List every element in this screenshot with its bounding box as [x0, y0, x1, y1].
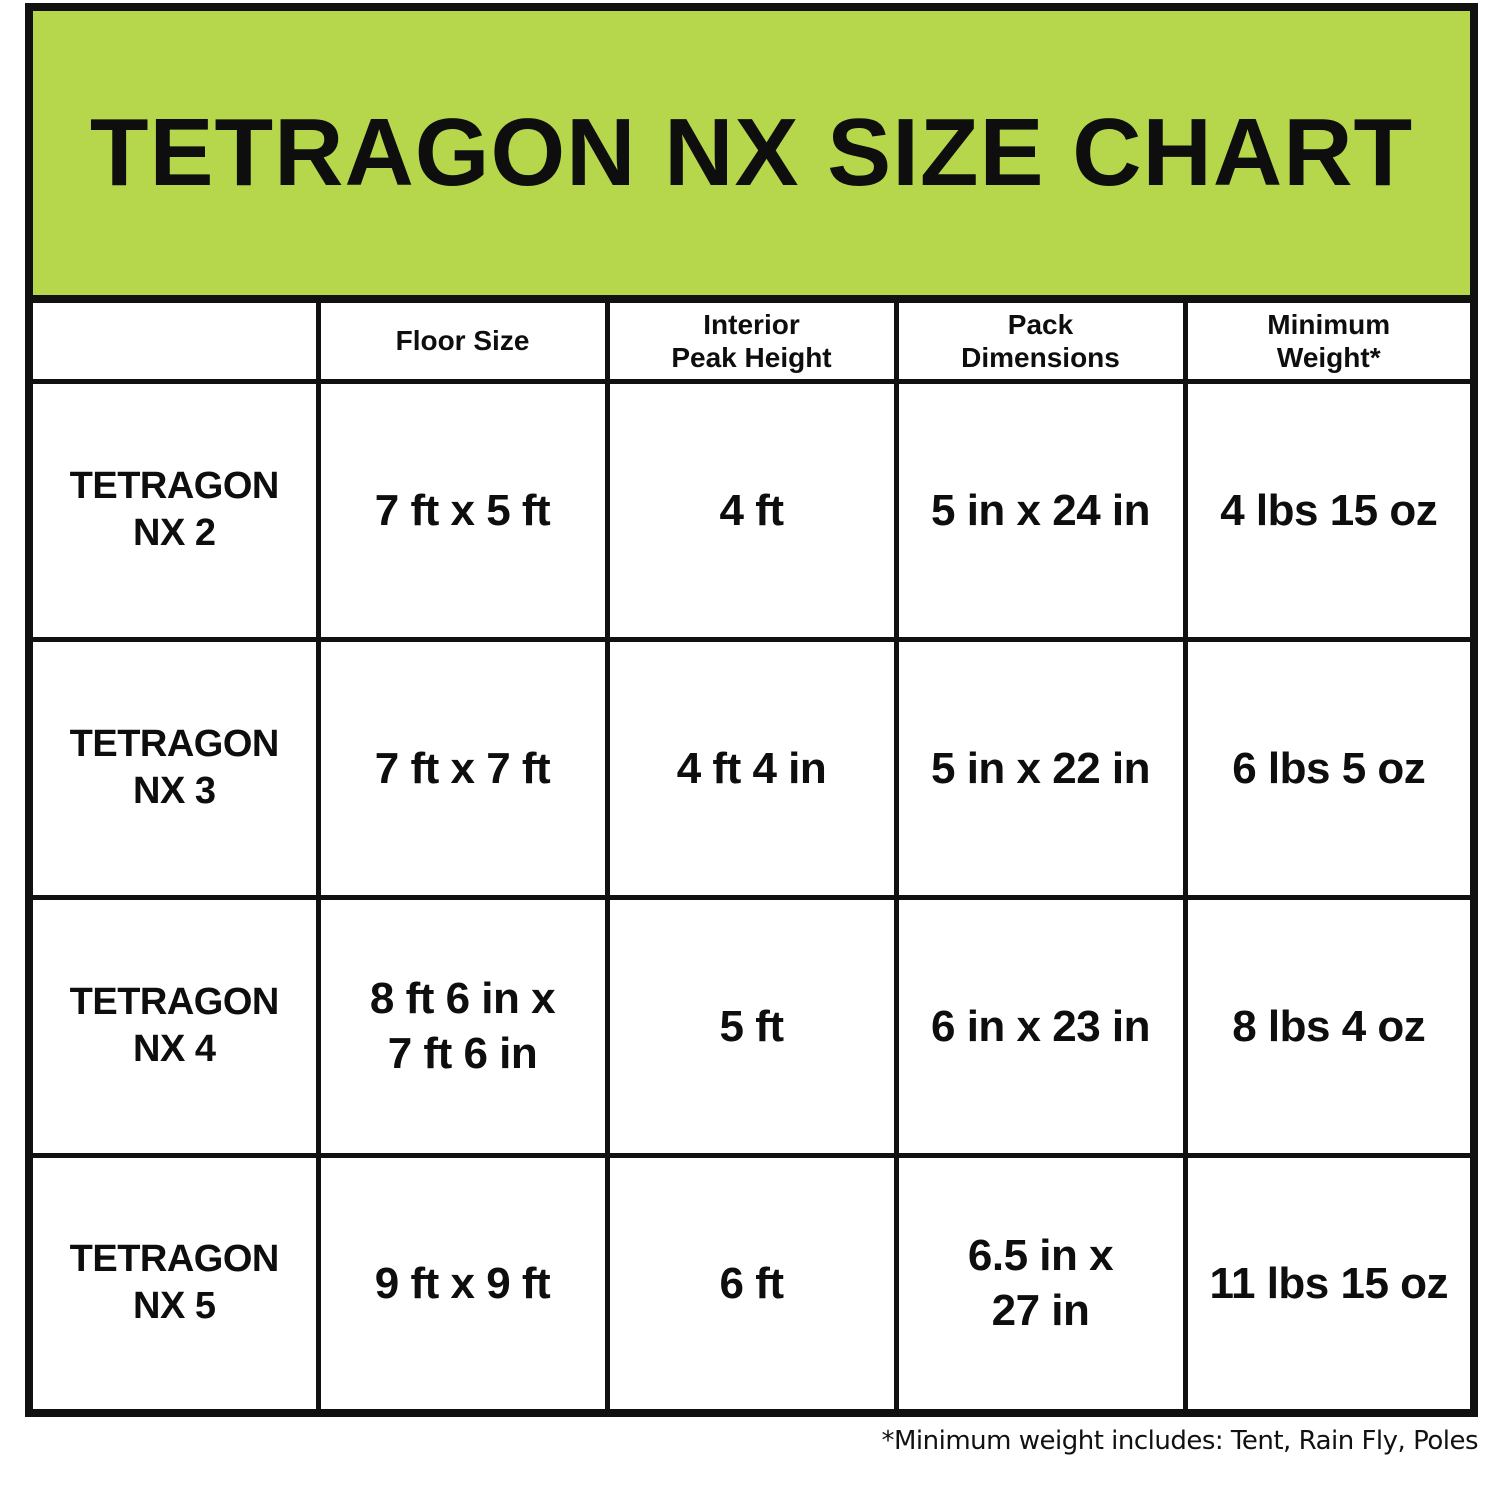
cell-nx2-minimum-weight: 4 lbs 15 oz [1182, 378, 1477, 642]
cell-nx3-pack-dimensions: 5 in x 22 in [893, 636, 1188, 900]
cell-nx5-interior-peak-height: 6 ft [604, 1152, 899, 1416]
size-chart-table: Floor Size Interior Peak Height Pack Dim… [25, 295, 1478, 1417]
column-header-blank [26, 296, 321, 384]
cell-nx4-floor-size: 8 ft 6 in x 7 ft 6 in [315, 894, 610, 1158]
row-header-tetragon-nx-4: TETRAGON NX 4 [26, 894, 321, 1158]
cell-nx5-minimum-weight: 11 lbs 15 oz [1182, 1152, 1477, 1416]
cell-nx4-interior-peak-height: 5 ft [604, 894, 899, 1158]
row-header-tetragon-nx-3: TETRAGON NX 3 [26, 636, 321, 900]
column-header-pack-dimensions: Pack Dimensions [893, 296, 1188, 384]
title-banner: TETRAGON NX SIZE CHART [25, 3, 1478, 295]
table-row-tetragon-nx-5: TETRAGON NX 5 9 ft x 9 ft 6 ft 6.5 in x … [26, 1152, 1477, 1416]
cell-nx5-floor-size: 9 ft x 9 ft [315, 1152, 610, 1416]
table-row-tetragon-nx-4: TETRAGON NX 4 8 ft 6 in x 7 ft 6 in 5 ft… [26, 894, 1477, 1158]
cell-nx4-minimum-weight: 8 lbs 4 oz [1182, 894, 1477, 1158]
cell-nx3-interior-peak-height: 4 ft 4 in [604, 636, 899, 900]
cell-nx2-pack-dimensions: 5 in x 24 in [893, 378, 1188, 642]
table-row-tetragon-nx-2: TETRAGON NX 2 7 ft x 5 ft 4 ft 5 in x 24… [26, 378, 1477, 642]
cell-nx3-minimum-weight: 6 lbs 5 oz [1182, 636, 1477, 900]
column-header-minimum-weight: Minimum Weight* [1182, 296, 1477, 384]
column-header-interior-peak-height: Interior Peak Height [604, 296, 899, 384]
table-header-row: Floor Size Interior Peak Height Pack Dim… [26, 296, 1477, 384]
cell-nx3-floor-size: 7 ft x 7 ft [315, 636, 610, 900]
cell-nx5-pack-dimensions: 6.5 in x 27 in [893, 1152, 1188, 1416]
cell-nx4-pack-dimensions: 6 in x 23 in [893, 894, 1188, 1158]
column-header-floor-size: Floor Size [315, 296, 610, 384]
row-header-tetragon-nx-2: TETRAGON NX 2 [26, 378, 321, 642]
footnote: *Minimum weight includes: Tent, Rain Fly… [881, 1426, 1478, 1456]
table-row-tetragon-nx-3: TETRAGON NX 3 7 ft x 7 ft 4 ft 4 in 5 in… [26, 636, 1477, 900]
page-title: TETRAGON NX SIZE CHART [89, 99, 1414, 206]
cell-nx2-interior-peak-height: 4 ft [604, 378, 899, 642]
cell-nx2-floor-size: 7 ft x 5 ft [315, 378, 610, 642]
row-header-tetragon-nx-5: TETRAGON NX 5 [26, 1152, 321, 1416]
